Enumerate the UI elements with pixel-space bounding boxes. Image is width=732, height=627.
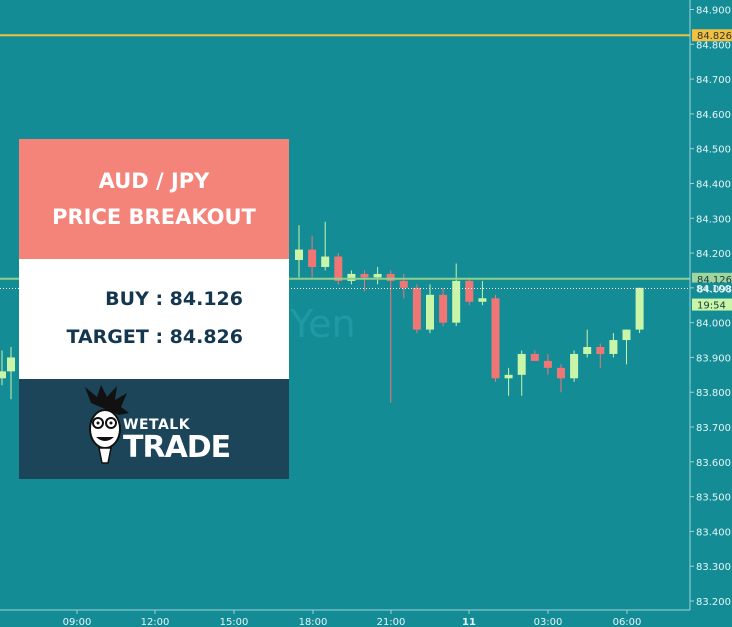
- candle-body: [635, 287, 644, 330]
- time-tag-bg: [692, 298, 732, 311]
- candle-body: [543, 360, 552, 368]
- y-tick-label: 84.000: [696, 319, 731, 330]
- y-tick-label: 83.600: [696, 458, 731, 469]
- y-tick-label: 83.800: [696, 388, 731, 399]
- y-tick-label: 83.700: [696, 423, 731, 434]
- target-price-tag: 84.826: [697, 31, 732, 42]
- pair-title: AUD / JPY: [98, 169, 210, 193]
- candle-body: [295, 249, 303, 261]
- candle-body: [570, 353, 579, 379]
- candle-body: [7, 357, 15, 372]
- candle-body: [452, 280, 461, 323]
- y-tick-label: 84.100: [696, 284, 731, 295]
- x-tick-label: 11: [462, 617, 476, 627]
- y-tick-label: 84.300: [696, 214, 731, 225]
- current-price-tag: 84.098: [697, 285, 732, 296]
- candle-body: [399, 280, 408, 288]
- buy-price-tag: 84.126: [697, 275, 732, 286]
- card-header: AUD / JPY PRICE BREAKOUT: [19, 139, 289, 259]
- y-tick-label: 84.400: [696, 179, 731, 190]
- y-tick-label: 84.500: [696, 145, 731, 156]
- candle-body: [609, 340, 618, 354]
- candle-body: [334, 256, 343, 281]
- logo-text-wetalk: WETALK: [123, 417, 191, 433]
- candle-body: [478, 298, 487, 302]
- candle-body: [530, 353, 539, 361]
- candle-body: [373, 273, 382, 278]
- target-price-tag-bg: [692, 29, 732, 42]
- candle-body: [0, 371, 6, 379]
- current-price-tag-bg: [692, 282, 732, 295]
- x-tick-label: 18:00: [299, 617, 328, 627]
- time-tag: 19:54: [697, 301, 726, 312]
- y-tick-label: 83.900: [696, 353, 731, 364]
- card-levels: BUY : 84.126 TARGET : 84.826: [19, 259, 289, 379]
- x-tick-label: 12:00: [141, 617, 170, 627]
- logo-text-trade: TRADE: [123, 430, 231, 465]
- candle-body: [557, 367, 565, 379]
- x-tick-label: 06:00: [613, 617, 642, 627]
- y-tick-label: 83.500: [696, 493, 731, 504]
- y-tick-label: 84.800: [696, 40, 731, 51]
- candle-body: [622, 329, 631, 341]
- candle-body: [596, 347, 605, 354]
- mascot-logo-icon: [85, 385, 129, 464]
- y-tick-label: 84.700: [696, 75, 731, 86]
- buy-price-tag-bg: [692, 272, 732, 285]
- candle-body: [321, 256, 330, 267]
- candle-body: [412, 287, 421, 330]
- candle-body: [347, 273, 356, 281]
- candle-body: [308, 249, 317, 267]
- y-tick-label: 83.300: [696, 562, 731, 573]
- x-tick-label: 03:00: [534, 617, 563, 627]
- candle-body: [360, 273, 369, 278]
- candle-body: [583, 347, 592, 354]
- breakout-title: PRICE BREAKOUT: [52, 205, 256, 229]
- y-tick-label: 84.900: [696, 6, 731, 17]
- y-tick-label: 84.600: [696, 110, 731, 121]
- candle-body: [504, 374, 513, 379]
- chart-watermark: Yen: [289, 302, 356, 346]
- x-tick-label: 09:00: [63, 617, 92, 627]
- candle-body: [426, 294, 434, 330]
- candle-body: [517, 353, 526, 375]
- target-level: TARGET : 84.826: [66, 326, 243, 348]
- candle-body: [491, 298, 500, 379]
- breakout-card: AUD / JPY PRICE BREAKOUT BUY : 84.126 TA…: [19, 139, 289, 479]
- x-tick-label: 15:00: [220, 617, 249, 627]
- candle-body: [465, 280, 474, 302]
- candle-body: [386, 273, 395, 281]
- y-tick-label: 83.400: [696, 527, 731, 538]
- candle-body: [439, 294, 448, 323]
- x-tick-label: 21:00: [377, 617, 406, 627]
- y-tick-label: 83.200: [696, 597, 731, 608]
- buy-level: BUY : 84.126: [105, 288, 243, 310]
- y-tick-label: 84.200: [696, 249, 731, 260]
- card-footer: WETALK TRADE: [19, 379, 289, 479]
